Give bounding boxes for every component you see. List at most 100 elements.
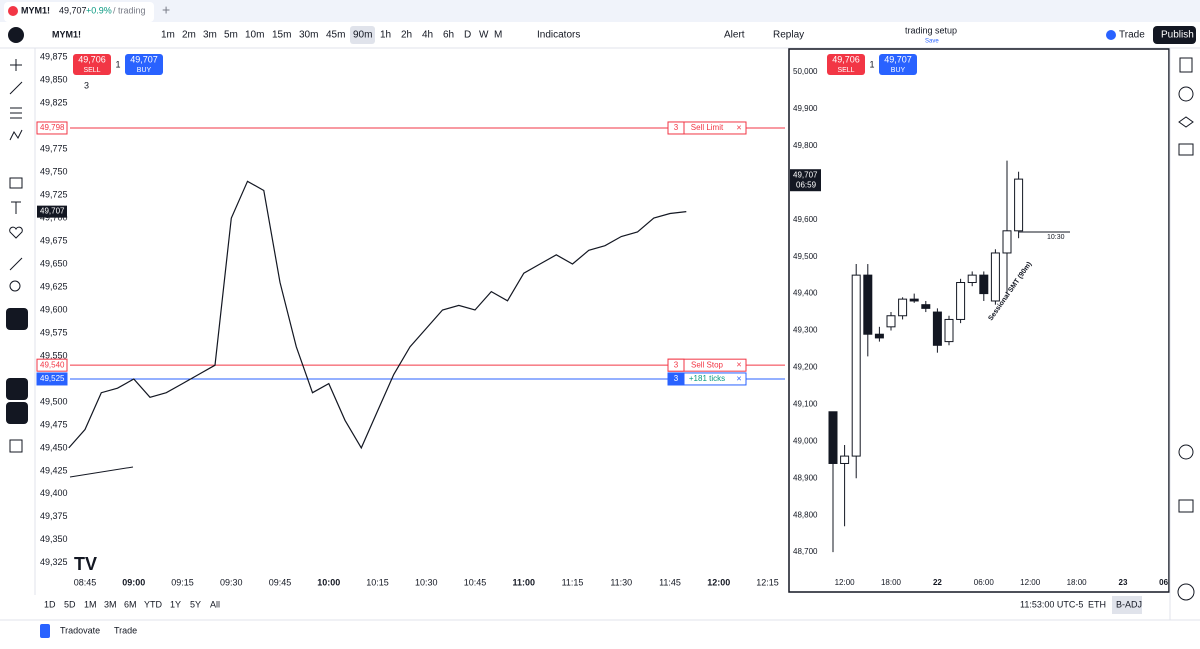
text-tool[interactable] bbox=[11, 201, 21, 214]
symbol-search[interactable] bbox=[34, 26, 119, 44]
help[interactable] bbox=[1177, 583, 1195, 601]
range[interactable]: All bbox=[210, 599, 220, 609]
x-tick-label: 18:00 bbox=[881, 578, 902, 587]
calendar[interactable] bbox=[1178, 499, 1194, 513]
interval[interactable]: 6h bbox=[443, 30, 454, 41]
y-tick-label: 49,100 bbox=[793, 399, 818, 408]
order-qty-bg bbox=[667, 358, 685, 372]
adjust-bg[interactable] bbox=[1112, 596, 1142, 614]
trash-tool[interactable] bbox=[9, 439, 23, 453]
chat[interactable] bbox=[1178, 143, 1194, 156]
magnet-tool[interactable] bbox=[6, 308, 28, 330]
range[interactable]: 3M bbox=[104, 599, 117, 609]
layout-name[interactable]: trading setup bbox=[905, 25, 957, 35]
interval[interactable]: D bbox=[464, 30, 471, 41]
candle-body bbox=[898, 298, 908, 317]
sync-tool[interactable] bbox=[6, 402, 28, 424]
publish-button[interactable] bbox=[1153, 26, 1196, 44]
trend-line bbox=[69, 466, 134, 478]
range[interactable]: 1D bbox=[44, 599, 56, 609]
range[interactable]: 1Y bbox=[170, 599, 181, 609]
hotlists[interactable] bbox=[1178, 444, 1194, 460]
avatar[interactable] bbox=[8, 27, 24, 43]
layers[interactable] bbox=[1178, 116, 1194, 128]
interval[interactable]: 30m bbox=[299, 30, 318, 41]
range[interactable]: 5D bbox=[64, 599, 76, 609]
trade-icon bbox=[1106, 30, 1116, 40]
tab[interactable] bbox=[4, 2, 154, 22]
price-line bbox=[68, 180, 687, 450]
broker[interactable]: Tradovate bbox=[60, 625, 100, 635]
tab-price: 49,707 bbox=[59, 5, 87, 15]
sidebar-icons bbox=[1177, 57, 1195, 601]
order-price: 49,525 bbox=[40, 374, 65, 383]
alerts[interactable] bbox=[1178, 86, 1194, 102]
candle-body bbox=[1014, 178, 1024, 232]
y-tick-label: 48,900 bbox=[793, 473, 818, 482]
watchlist[interactable] bbox=[1179, 57, 1193, 73]
fib-tool[interactable] bbox=[10, 107, 22, 119]
x-tick-label: 23 bbox=[1119, 578, 1128, 587]
x-tick-label: 18:00 bbox=[1067, 578, 1088, 587]
session[interactable]: ETH bbox=[1088, 599, 1106, 609]
y-tick-label: 49,650 bbox=[40, 258, 68, 268]
order-price: 49,540 bbox=[40, 360, 65, 369]
pattern-tool[interactable] bbox=[9, 129, 23, 141]
order-qty-bg bbox=[667, 121, 685, 135]
replay[interactable]: Replay bbox=[773, 30, 804, 41]
interval[interactable]: 2h bbox=[401, 30, 412, 41]
interval[interactable]: 1m bbox=[161, 30, 175, 41]
ruler-tool[interactable] bbox=[9, 257, 23, 271]
sell-price: 49,706 bbox=[78, 54, 106, 64]
y-tick-label: 49,000 bbox=[793, 436, 818, 445]
range[interactable]: 6M bbox=[124, 599, 137, 609]
interval[interactable]: 1h bbox=[380, 30, 391, 41]
x-tick-label: 22 bbox=[933, 578, 942, 587]
new-tab[interactable]: + bbox=[162, 2, 170, 18]
order-qty-bg bbox=[667, 372, 685, 386]
interval[interactable]: 10m bbox=[245, 30, 264, 41]
quantity: 1 bbox=[869, 59, 874, 69]
trade: Trade bbox=[1119, 30, 1145, 41]
interval[interactable]: M bbox=[494, 30, 502, 41]
x-tick-label: 06 bbox=[1159, 578, 1168, 587]
marker-label: 10:30 bbox=[1047, 234, 1065, 241]
logo: TV bbox=[74, 554, 97, 574]
last-price: 49,707 bbox=[793, 170, 818, 179]
order-price-bg bbox=[36, 358, 68, 372]
buy-price: 49,707 bbox=[130, 54, 158, 64]
y-tick-label: 49,200 bbox=[793, 363, 818, 372]
zoom-tool[interactable] bbox=[9, 280, 21, 292]
alert[interactable]: Alert bbox=[724, 30, 745, 41]
interval[interactable]: W bbox=[479, 30, 489, 41]
quantity: 1 bbox=[115, 59, 120, 69]
y-tick-label: 49,750 bbox=[40, 166, 68, 176]
favorite-tool[interactable] bbox=[9, 226, 23, 239]
sell-price: 49,706 bbox=[832, 54, 860, 64]
line-tool[interactable] bbox=[9, 81, 23, 95]
range[interactable]: YTD bbox=[144, 599, 163, 609]
shape-tool[interactable] bbox=[9, 177, 23, 189]
interval[interactable]: 15m bbox=[272, 30, 291, 41]
y-tick-label: 49,775 bbox=[40, 144, 68, 154]
interval[interactable]: 3m bbox=[203, 30, 217, 41]
range[interactable]: 5Y bbox=[190, 599, 201, 609]
cursor-tool[interactable] bbox=[10, 59, 22, 71]
interval[interactable]: 2m bbox=[182, 30, 196, 41]
interval[interactable]: 5m bbox=[224, 30, 238, 41]
hide-tool[interactable] bbox=[6, 378, 28, 400]
indicators[interactable]: Indicators bbox=[537, 30, 580, 41]
sell-button bbox=[827, 54, 865, 75]
range[interactable]: 1M bbox=[84, 599, 97, 609]
trade-button[interactable] bbox=[1103, 26, 1147, 44]
x-tick-label: 10:15 bbox=[366, 577, 389, 587]
publish: Publish bbox=[1161, 30, 1194, 41]
interval[interactable]: 90m bbox=[353, 30, 372, 41]
y-tick-label: 49,475 bbox=[40, 419, 68, 429]
layout-status: Save bbox=[925, 39, 939, 45]
interval[interactable]: 4h bbox=[422, 30, 433, 41]
candle-body bbox=[909, 298, 919, 302]
x-tick-label: 09:45 bbox=[269, 577, 292, 587]
interval[interactable]: 45m bbox=[326, 30, 345, 41]
broker-tab[interactable]: Trade bbox=[114, 625, 137, 635]
